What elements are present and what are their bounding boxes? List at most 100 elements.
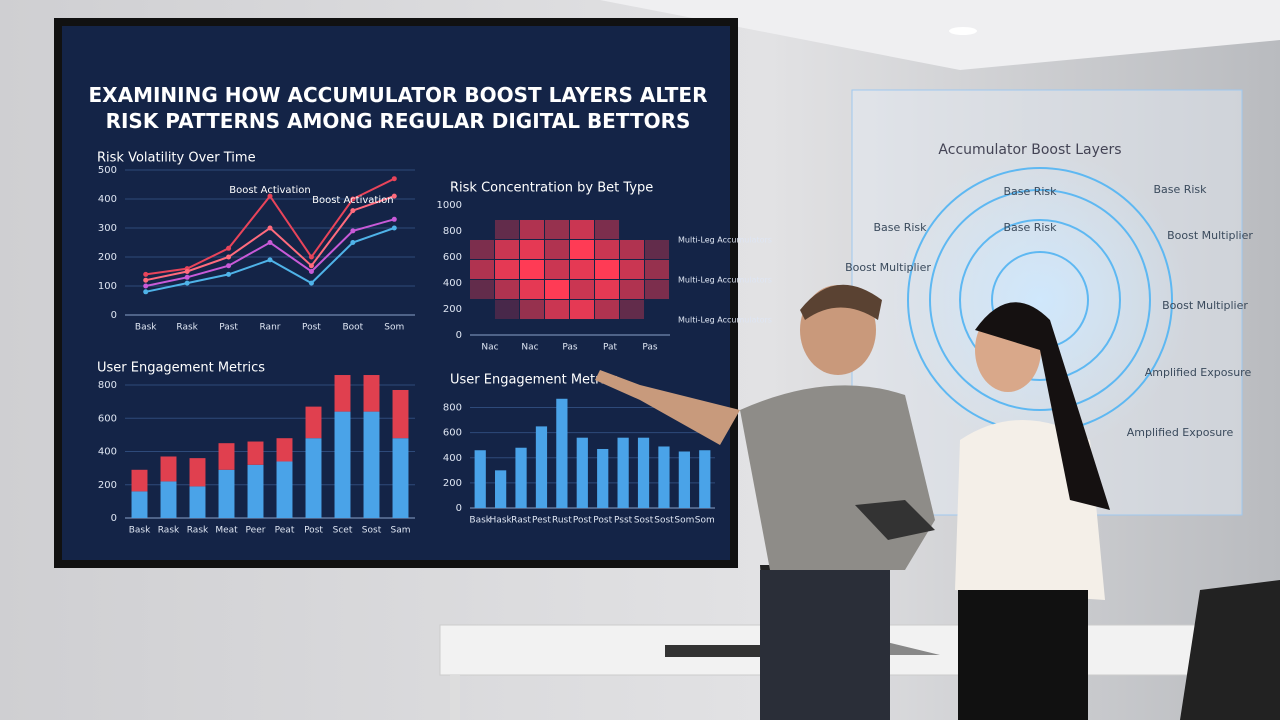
x-tick-label: Ranr (260, 323, 281, 333)
heat-cell (470, 300, 494, 319)
y-tick-label: 800 (98, 380, 117, 391)
heat-cell (645, 240, 669, 259)
y-tick-label: 600 (98, 413, 117, 424)
bar (218, 443, 235, 470)
x-tick-label: Nac (481, 343, 498, 353)
hologram-label: Base Risk (873, 221, 927, 234)
line-point (143, 283, 149, 289)
bar (247, 464, 264, 518)
y-tick-label: 400 (443, 278, 462, 289)
x-tick-label: Rast (511, 516, 531, 526)
bar (276, 438, 293, 462)
heat-cell (470, 280, 494, 299)
bar (131, 491, 148, 518)
heat-cell (520, 240, 544, 259)
y-tick-label: 0 (456, 330, 462, 341)
bar (334, 411, 351, 518)
hologram-label: Base Risk (1153, 183, 1207, 196)
heat-cell (520, 280, 544, 299)
man (595, 284, 935, 720)
heat-cell (570, 300, 594, 319)
bar (678, 451, 690, 508)
annotation: Boost Activation (312, 195, 393, 206)
desk-leg (450, 675, 460, 720)
bar (189, 486, 206, 518)
bar (160, 481, 177, 518)
heat-cell (570, 280, 594, 299)
y-tick-label: 800 (443, 403, 462, 414)
hologram-glow (890, 150, 1190, 450)
heat-cell (495, 280, 519, 299)
x-tick-label: Post (302, 323, 321, 333)
x-tick-label: Sost (362, 526, 382, 536)
heat-cell (545, 240, 569, 259)
x-tick-label: Bask (469, 516, 491, 526)
x-tick-label: Post (593, 516, 612, 526)
heat-cell (620, 300, 644, 319)
line-point (391, 176, 397, 182)
hologram-label: Boost Multiplier (1167, 229, 1253, 242)
bar (276, 461, 293, 518)
bar (637, 437, 650, 508)
row-label: Multi-Leg Accumulators (678, 276, 772, 285)
y-tick-label: 500 (98, 165, 117, 176)
heat-cell (470, 220, 494, 239)
heat-cell (595, 260, 619, 279)
bar (305, 438, 322, 518)
heat-cell (520, 220, 544, 239)
bar (189, 458, 206, 487)
x-tick-label: Post (304, 526, 323, 536)
heat-cell (495, 300, 519, 319)
bar (363, 375, 380, 412)
x-tick-label: Bask (129, 526, 151, 536)
line-point (184, 280, 190, 286)
heat-cell (470, 240, 494, 259)
x-tick-label: Rask (187, 526, 209, 536)
heat-cell (620, 220, 644, 239)
y-tick-label: 600 (443, 428, 462, 439)
hologram-label: Base Risk (1003, 185, 1057, 198)
line-point (391, 216, 397, 222)
y-tick-label: 200 (443, 304, 462, 315)
line-point (226, 254, 232, 260)
y-tick-label: 400 (98, 447, 117, 458)
x-tick-label: Som (384, 323, 404, 333)
line-point (391, 193, 397, 199)
row-label: Multi-Leg Accumulators (678, 316, 772, 325)
x-tick-label: Sam (391, 526, 411, 536)
heat-cell (595, 280, 619, 299)
heat-cell (620, 240, 644, 259)
bar (699, 450, 711, 508)
line-point (184, 269, 190, 274)
bar (576, 437, 588, 508)
x-tick-label: Nac (521, 343, 538, 353)
x-tick-label: Hask (490, 516, 513, 526)
bar (658, 446, 670, 508)
line-point (391, 225, 397, 231)
heat-cell (545, 280, 569, 299)
heat-cell (620, 260, 644, 279)
y-tick-label: 200 (443, 478, 462, 489)
bar (392, 389, 409, 439)
hologram-title: Accumulator Boost Layers (938, 142, 1121, 158)
line-point (143, 277, 149, 283)
heat-cell (495, 240, 519, 259)
x-tick-label: Som (674, 516, 694, 526)
bar (617, 437, 629, 508)
line-point (350, 240, 356, 245)
ceiling (600, 0, 1280, 70)
annotation: Boost Activation (229, 185, 310, 196)
x-tick-label: Past (219, 323, 238, 333)
y-tick-label: 400 (98, 194, 117, 205)
bar (160, 456, 177, 482)
line-point (267, 240, 273, 245)
hologram-label: Amplified Exposure (1127, 426, 1234, 439)
x-tick-label: Pas (642, 343, 658, 353)
heat-cell (570, 240, 594, 259)
x-tick-label: Sost (654, 516, 674, 526)
line-point (267, 257, 273, 263)
x-tick-label: Peat (275, 526, 295, 536)
line-point (350, 228, 356, 234)
heat-cell (520, 260, 544, 279)
